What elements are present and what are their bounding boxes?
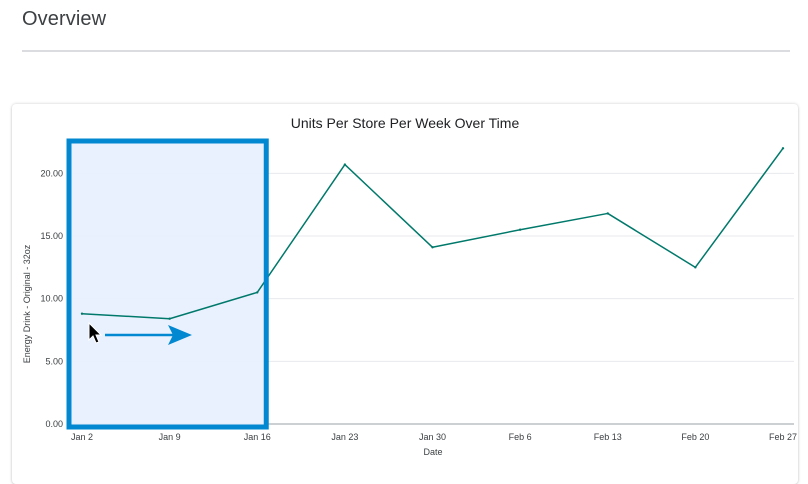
data-point [256, 291, 259, 294]
page-title: Overview [22, 8, 107, 30]
x-tick-label: Jan 23 [331, 432, 358, 442]
axis-layer: 0.00 5.00 10.00 15.00 20.00 Jan 2 Jan 9 Jan 16 J… [40, 168, 797, 442]
selection-layer [70, 142, 266, 426]
annotation-layer [66, 138, 269, 430]
selection-region [70, 142, 266, 426]
y-tick-label: 0.00 [45, 419, 63, 429]
title-divider [22, 50, 790, 52]
x-tick-label: Feb 13 [594, 432, 622, 442]
data-point [80, 312, 84, 315]
x-tick-label: Jan 9 [159, 432, 181, 442]
right-arrow-icon [105, 325, 192, 345]
x-tick-label: Jan 16 [244, 432, 271, 442]
arrow-head [168, 325, 192, 345]
data-point [168, 317, 171, 320]
x-tick-label: Feb 27 [769, 432, 797, 442]
data-point [518, 228, 522, 231]
mouse-pointer-icon [88, 321, 103, 344]
x-tick-label: Feb 6 [509, 432, 532, 442]
y-tick-label: 20.00 [40, 168, 63, 178]
line-chart[interactable]: 0.00 5.00 10.00 15.00 20.00 Jan 2 Jan 9 Jan 16 J… [12, 104, 798, 484]
data-point [431, 246, 434, 249]
chart-card: 0.00 5.00 10.00 15.00 20.00 Jan 2 Jan 9 Jan 16 J… [12, 104, 798, 484]
data-point [606, 212, 609, 215]
x-tick-label: Feb 20 [681, 432, 709, 442]
series-layer [80, 147, 785, 320]
data-point [694, 266, 697, 269]
x-tick-label: Jan 30 [419, 432, 446, 442]
x-axis-title: Date [423, 447, 442, 457]
x-tick-label: Jan 2 [71, 432, 93, 442]
y-tick-label: 5.00 [45, 356, 63, 366]
y-tick-label: 10.00 [40, 294, 63, 304]
y-tick-label: 15.00 [40, 231, 63, 241]
data-point [343, 163, 347, 166]
data-point [781, 147, 785, 150]
y-axis-title: Energy Drink - Original - 32oz [22, 244, 32, 363]
selection-border [66, 138, 269, 430]
chart-title: Units Per Store Per Week Over Time [291, 115, 520, 131]
